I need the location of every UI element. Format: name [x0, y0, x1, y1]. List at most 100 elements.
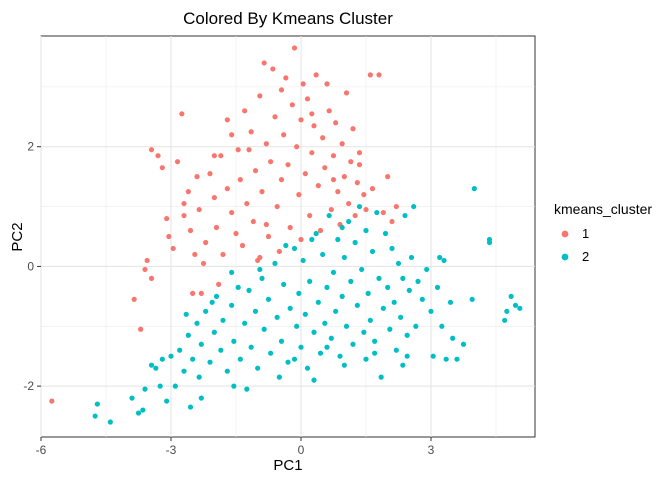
- point-cluster-2: [257, 266, 263, 273]
- point-cluster-2: [187, 404, 194, 410]
- point-cluster-1: [356, 162, 363, 168]
- point-cluster-2: [218, 347, 224, 353]
- y-tick-label: -2: [23, 379, 34, 393]
- point-cluster-1: [49, 398, 55, 404]
- point-cluster-2: [376, 275, 382, 281]
- point-cluster-2: [339, 293, 345, 299]
- point-cluster-2: [268, 350, 274, 356]
- point-cluster-1: [385, 174, 391, 180]
- point-cluster-2: [300, 257, 306, 264]
- point-cluster-2: [322, 320, 328, 326]
- point-cluster-1: [311, 123, 317, 129]
- point-cluster-2: [424, 266, 430, 273]
- point-cluster-1: [265, 233, 272, 240]
- point-cluster-2: [486, 239, 493, 246]
- point-cluster-1: [203, 239, 209, 246]
- point-cluster-2: [441, 257, 447, 264]
- point-cluster-1: [148, 275, 155, 281]
- point-cluster-1: [224, 117, 230, 123]
- point-cluster-1: [309, 150, 315, 156]
- point-cluster-2: [389, 245, 395, 252]
- point-cluster-2: [395, 260, 402, 267]
- point-cluster-2: [404, 332, 410, 338]
- point-cluster-2: [248, 344, 254, 350]
- point-cluster-1: [348, 159, 354, 165]
- point-cluster-2: [244, 386, 250, 392]
- point-cluster-2: [411, 203, 417, 210]
- point-cluster-1: [261, 60, 267, 66]
- point-cluster-1: [263, 221, 269, 228]
- point-cluster-2: [413, 323, 419, 329]
- point-cluster-2: [419, 296, 425, 302]
- point-cluster-2: [460, 341, 467, 347]
- point-cluster-2: [447, 299, 454, 305]
- point-cluster-1: [363, 206, 369, 213]
- point-cluster-2: [242, 320, 248, 326]
- point-cluster-1: [330, 153, 337, 159]
- point-cluster-2: [400, 362, 406, 368]
- point-cluster-2: [229, 302, 235, 308]
- point-cluster-2: [315, 299, 321, 305]
- point-cluster-2: [311, 329, 317, 335]
- point-cluster-2: [352, 239, 358, 246]
- point-cluster-2: [291, 245, 298, 252]
- point-cluster-1: [339, 141, 345, 147]
- legend-key-1: [561, 230, 569, 238]
- point-cluster-1: [315, 183, 321, 189]
- point-cluster-1: [259, 189, 265, 195]
- point-cluster-2: [341, 254, 347, 261]
- point-cluster-1: [250, 218, 256, 225]
- point-cluster-1: [218, 153, 224, 159]
- chart-title: Colored By Kmeans Cluster: [183, 9, 393, 28]
- point-cluster-2: [276, 374, 282, 380]
- point-cluster-1: [291, 45, 298, 51]
- point-cluster-2: [185, 332, 191, 338]
- point-cluster-2: [430, 353, 436, 359]
- point-cluster-2: [140, 407, 146, 413]
- point-cluster-2: [365, 290, 371, 296]
- y-tick-label: 0: [27, 259, 34, 273]
- point-cluster-2: [393, 347, 399, 353]
- point-cluster-1: [367, 72, 373, 78]
- legend-key-2: [561, 253, 569, 261]
- point-cluster-2: [229, 269, 235, 276]
- point-cluster-2: [367, 317, 373, 323]
- point-cluster-2: [209, 299, 215, 305]
- point-cluster-2: [372, 350, 378, 356]
- point-cluster-1: [242, 108, 248, 114]
- point-cluster-2: [363, 227, 369, 234]
- x-tick-label: 3: [428, 443, 435, 457]
- point-cluster-2: [328, 335, 334, 341]
- point-cluster-2: [274, 314, 280, 320]
- legend-label-2: 2: [582, 249, 589, 264]
- point-cluster-1: [233, 230, 239, 237]
- point-cluster-2: [369, 248, 376, 255]
- point-cluster-1: [330, 177, 337, 183]
- point-cluster-2: [246, 287, 252, 293]
- point-cluster-2: [428, 308, 434, 314]
- point-cluster-1: [307, 212, 313, 219]
- point-cluster-2: [291, 356, 298, 362]
- point-cluster-1: [281, 132, 287, 138]
- point-cluster-1: [320, 135, 326, 141]
- point-cluster-1: [296, 192, 302, 198]
- point-cluster-2: [324, 344, 330, 350]
- point-cluster-1: [138, 326, 144, 332]
- point-cluster-2: [224, 368, 230, 374]
- point-cluster-2: [320, 251, 326, 258]
- point-cluster-2: [512, 302, 519, 308]
- point-cluster-2: [517, 305, 523, 311]
- point-cluster-2: [439, 323, 445, 329]
- x-tick-label: -3: [166, 443, 177, 457]
- point-cluster-2: [454, 356, 460, 362]
- point-cluster-2: [508, 293, 514, 299]
- point-cluster-1: [341, 174, 347, 180]
- point-cluster-1: [244, 200, 250, 207]
- point-cluster-1: [159, 165, 165, 171]
- point-cluster-1: [216, 281, 222, 287]
- point-cluster-1: [376, 72, 382, 78]
- point-cluster-2: [385, 284, 391, 290]
- point-cluster-2: [148, 362, 155, 368]
- point-cluster-2: [471, 186, 477, 192]
- point-cluster-2: [272, 260, 278, 267]
